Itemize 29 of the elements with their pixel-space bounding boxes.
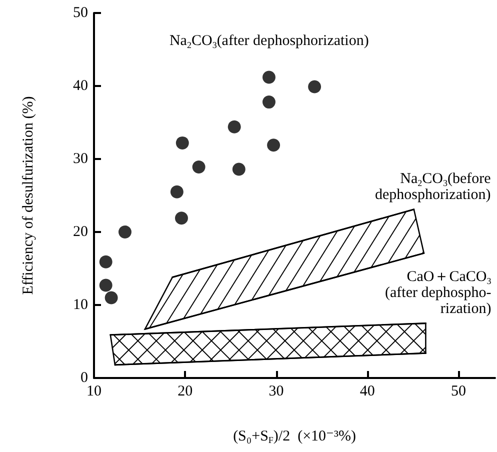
point <box>192 160 206 174</box>
y-tick-label: 20 <box>73 224 88 240</box>
point <box>99 278 112 292</box>
point <box>232 162 246 176</box>
point <box>104 291 118 304</box>
point <box>262 70 276 84</box>
x-tick-label: 40 <box>360 384 375 400</box>
point <box>267 138 280 152</box>
y-tick-label: 40 <box>73 78 88 94</box>
point <box>176 136 189 150</box>
point <box>118 226 132 238</box>
x-tick-label: 50 <box>451 384 466 400</box>
point <box>170 185 184 198</box>
y-tick-label: 30 <box>73 151 88 167</box>
x-tick-label: 10 <box>86 384 102 400</box>
point <box>308 80 322 94</box>
point <box>175 212 188 225</box>
series-label: CaO＋CaCO$_{3}$ (after dephospho- rization) <box>385 269 492 318</box>
y-axis-title: Efficiency of desulfurization (%) <box>20 96 36 295</box>
point <box>99 255 112 268</box>
x-tick-label: 20 <box>178 384 193 400</box>
x-tick-label: 30 <box>268 384 284 400</box>
y-tick-label: 10 <box>73 297 88 313</box>
y-tick-label: 0 <box>80 370 88 386</box>
y-tick-label: 50 <box>73 5 88 21</box>
point <box>228 120 241 134</box>
point <box>262 96 276 109</box>
series-label: Na$_{2}$CO$_{3}$(after dephosphorization) <box>169 33 369 50</box>
series-label: Na$_{2}$CO$_{3}$(before dephosphorization) <box>375 171 491 204</box>
